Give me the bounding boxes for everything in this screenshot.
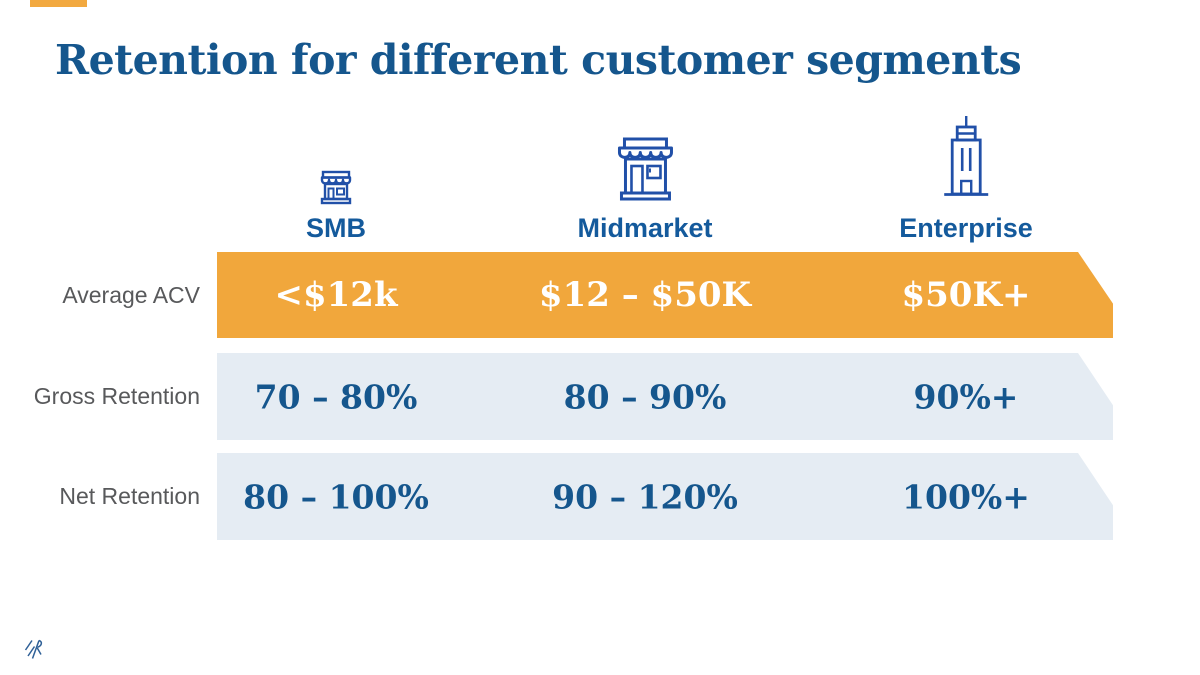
- gross-smb-value: 70 – 80%: [254, 377, 418, 416]
- gross-retention-banner: 70 – 80% 80 – 90% 90%+: [217, 353, 1113, 440]
- column-label-smb: SMB: [306, 213, 366, 243]
- acv-enterprise-value: $50K+: [901, 275, 1031, 315]
- net-retention-banner: 80 – 100% 90 – 120% 100%+: [217, 453, 1113, 540]
- net-midmarket-value: 90 – 120%: [552, 477, 738, 516]
- shop-icon: [320, 170, 352, 205]
- top-accent-strip: [30, 0, 87, 7]
- column-header-smb: SMB: [306, 110, 366, 244]
- row-label-average-acv: Average ACV: [62, 282, 200, 308]
- acv-smb-value: <$12k: [274, 275, 398, 315]
- row-label-gross-retention: Gross Retention: [33, 383, 200, 409]
- column-label-midmarket: Midmarket: [577, 213, 713, 243]
- column-label-enterprise: Enterprise: [899, 213, 1033, 243]
- gross-enterprise-value: 90%+: [913, 377, 1019, 416]
- average-acv-banner: <$12k $12 – $50K $50K+: [217, 252, 1113, 338]
- column-header-midmarket: Midmarket: [577, 110, 713, 244]
- net-enterprise-value: 100%+: [902, 477, 1030, 516]
- storefront-icon: [617, 137, 673, 201]
- office-tower-icon: [944, 116, 988, 196]
- row-label-net-retention: Net Retention: [59, 483, 200, 509]
- column-header-enterprise: Enterprise: [899, 110, 1033, 244]
- page-title: Retention for different customer segment…: [55, 36, 1022, 84]
- hatch-mark-logo-icon: [24, 639, 43, 659]
- net-smb-value: 80 – 100%: [243, 477, 429, 516]
- gross-midmarket-value: 80 – 90%: [563, 377, 727, 416]
- acv-midmarket-value: $12 – $50K: [538, 275, 752, 315]
